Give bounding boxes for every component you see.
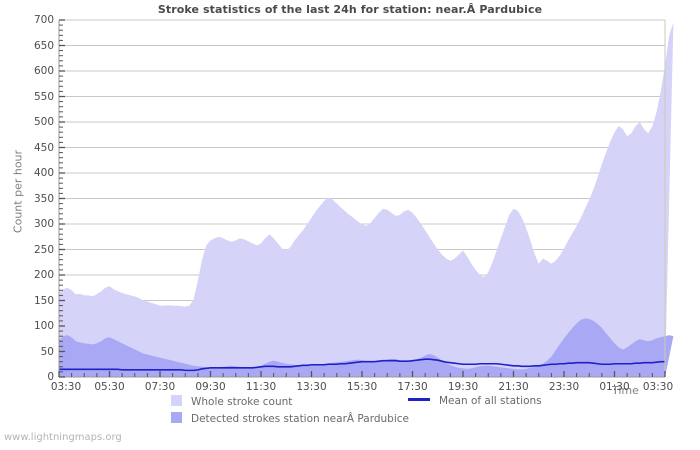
x-tick-label: 19:30	[447, 381, 479, 393]
x-tick-label: 15:30	[346, 381, 378, 393]
x-tick-label: 03:30	[642, 381, 674, 393]
x-tick-label: 13:30	[296, 381, 327, 393]
y-axis-ticks: 0 50 100 150 200 250 300 350 400 450 500 550 600 650 7…	[8, 0, 54, 450]
x-tick-label: 05:30	[94, 381, 125, 393]
area-series	[59, 318, 674, 377]
y-tick-label: 0	[47, 371, 54, 383]
x-axis-label: Time	[612, 384, 639, 397]
y-tick-label: 200	[33, 269, 54, 281]
legend-item-whole-stroke-count: Whole stroke count	[171, 395, 292, 408]
legend-item-mean-of-all-stations: Mean of all stations	[408, 395, 542, 407]
y-tick-label: 250	[33, 243, 54, 256]
y-tick-label: 50	[40, 345, 54, 358]
x-tick-label: 09:30	[195, 381, 226, 393]
x-tick-label: 01:30	[599, 381, 630, 393]
y-tick-label: 600	[33, 65, 54, 77]
footer-url: www.lightningmaps.org	[4, 432, 122, 443]
chart-title: Stroke statistics of the last 24h for st…	[157, 3, 543, 16]
legend-label-detected-strokes: Detected strokes station nearÂ Pardubice	[191, 413, 409, 425]
x-tick-label: 17:30	[397, 381, 428, 393]
legend-item-detected-strokes: Detected strokes station nearÂ Pardubice	[171, 412, 409, 425]
y-tick-label: 550	[33, 90, 54, 103]
x-tick-label: 21:30	[498, 381, 529, 393]
x-tick-label: 07:30	[144, 381, 176, 393]
y-tick-label: 400	[33, 167, 54, 179]
x-tick-label: 23:30	[548, 381, 580, 393]
y-tick-label: 650	[33, 39, 54, 52]
x-tick-label: 03:30	[50, 381, 82, 393]
legend-label-whole-stroke-count: Whole stroke count	[191, 396, 293, 408]
legend-swatch-detected-strokes	[171, 412, 182, 423]
y-tick-label: 300	[33, 218, 54, 230]
y-tick-label: 100	[33, 320, 54, 332]
line-series	[59, 358, 665, 372]
legend-line-mean-of-all-stations	[408, 398, 430, 401]
legend-label-mean-of-all-stations: Mean of all stations	[439, 395, 542, 407]
x-tick-label: 11:30	[245, 381, 277, 393]
y-tick-label: 350	[33, 192, 54, 205]
y-tick-label: 500	[33, 116, 54, 128]
chart-legend: Whole stroke count Detected strokes stat…	[0, 394, 700, 426]
area-series	[59, 22, 674, 378]
legend-swatch-whole-stroke-count	[171, 395, 182, 406]
y-tick-label: 150	[33, 294, 54, 307]
y-tick-label: 700	[33, 14, 54, 26]
y-tick-label: 450	[33, 141, 54, 154]
